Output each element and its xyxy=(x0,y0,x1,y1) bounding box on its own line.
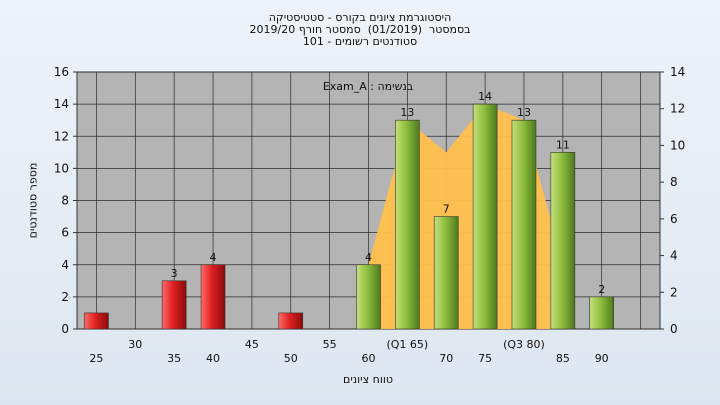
y2-tick-label: 2 xyxy=(670,285,678,299)
legend-label: Exam_A : בנשימה xyxy=(323,80,413,93)
x-tick-label: 25 xyxy=(89,352,103,365)
y-tick-label: 8 xyxy=(61,194,69,208)
x-tick-label: 70 xyxy=(439,352,453,365)
x-axis-title: טווח ציונים xyxy=(343,373,393,386)
x-tick-label: 90 xyxy=(595,352,609,365)
histogram-bar-40 xyxy=(200,264,226,330)
x-tick-label: (Q3 80) xyxy=(503,338,545,351)
histogram-bar-70 xyxy=(433,216,459,330)
x-tick-label: 30 xyxy=(128,338,142,351)
bar-value-label: 3 xyxy=(171,267,178,280)
y2-tick-label: 6 xyxy=(670,212,678,226)
x-tick-label: 50 xyxy=(284,352,298,365)
histogram-bar-50 xyxy=(278,312,304,330)
y-axis-title: מספר סטודנטים xyxy=(26,162,40,239)
y2-tick-label: 0 xyxy=(670,322,678,336)
bar-value-label: 2 xyxy=(598,283,605,296)
histogram-bar-80 xyxy=(511,119,537,330)
y-tick-label: 6 xyxy=(61,226,69,240)
bar-value-label: 11 xyxy=(556,138,570,151)
chart-title-line-3: סטודנטים רשומים - 101 xyxy=(302,35,418,48)
y-tick-label: 16 xyxy=(54,65,69,79)
x-tick-label: 35 xyxy=(167,352,181,365)
bar-value-label: 4 xyxy=(365,251,372,264)
x-tick-label: (Q1 65) xyxy=(386,338,428,351)
x-tick-label: 85 xyxy=(556,352,570,365)
chart-title-line-1: היסטוגרמת ציונים בקורס - סטטיסטיקה xyxy=(268,11,452,24)
bar-value-label: 7 xyxy=(443,203,450,216)
y-tick-label: 12 xyxy=(54,129,69,143)
y2-tick-label: 4 xyxy=(670,249,678,263)
x-tick-label: 60 xyxy=(362,352,376,365)
y-tick-label: 4 xyxy=(61,258,69,272)
y-tick-label: 0 xyxy=(61,322,69,336)
x-tick-label: 40 xyxy=(206,352,220,365)
y-tick-label: 14 xyxy=(54,97,69,111)
histogram-bar-60 xyxy=(356,264,381,330)
y2-tick-label: 12 xyxy=(670,102,685,116)
x-tick-label: 45 xyxy=(245,338,259,351)
histogram-bar-35 xyxy=(161,280,187,330)
y-tick-label: 10 xyxy=(54,161,69,175)
histogram-bar-90 xyxy=(589,296,615,330)
y-tick-label: 2 xyxy=(61,290,69,304)
histogram-bar-65 xyxy=(395,119,420,330)
bar-value-label: 14 xyxy=(478,90,492,103)
bar-value-label: 13 xyxy=(517,106,531,119)
y2-tick-label: 8 xyxy=(670,175,678,189)
y2-tick-label: 10 xyxy=(670,138,685,152)
histogram-bar-75 xyxy=(472,103,498,330)
x-tick-label: 75 xyxy=(478,352,492,365)
histogram-bar-85 xyxy=(550,152,576,330)
bar-value-label: 4 xyxy=(210,251,217,264)
y2-tick-label: 14 xyxy=(670,65,685,79)
histogram-bar-25 xyxy=(84,312,109,330)
x-tick-label: 55 xyxy=(323,338,337,351)
bar-value-label: 13 xyxy=(400,106,414,119)
chart-title-line-2: בסמסטר (01/2019) סמסטר חורף 2019/20 xyxy=(249,23,471,36)
